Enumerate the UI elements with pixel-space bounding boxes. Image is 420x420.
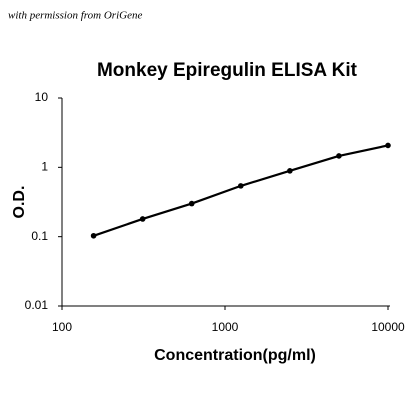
y-tick-label: 1 — [41, 160, 48, 174]
annotation: with permission from OriGene — [8, 10, 142, 22]
x-tick-label: 100 — [52, 320, 72, 334]
data-point — [139, 216, 146, 222]
y-tick-label: 0.01 — [25, 298, 49, 312]
data-point — [336, 153, 342, 159]
data-point — [188, 200, 195, 207]
data-point — [90, 232, 97, 239]
data-point — [237, 183, 244, 189]
y-tick-label: 10 — [35, 90, 49, 104]
y-axis-label: O.D. — [11, 186, 28, 219]
data-point — [385, 142, 391, 149]
data-point — [287, 168, 293, 174]
x-tick-label: 10000 — [371, 320, 405, 334]
x-tick-label: 1000 — [212, 320, 239, 334]
chart-title: Monkey Epiregulin ELISA Kit — [97, 60, 358, 81]
y-tick-label: 0.1 — [31, 229, 48, 243]
x-axis-label: Concentration(pg/ml) — [154, 347, 316, 364]
